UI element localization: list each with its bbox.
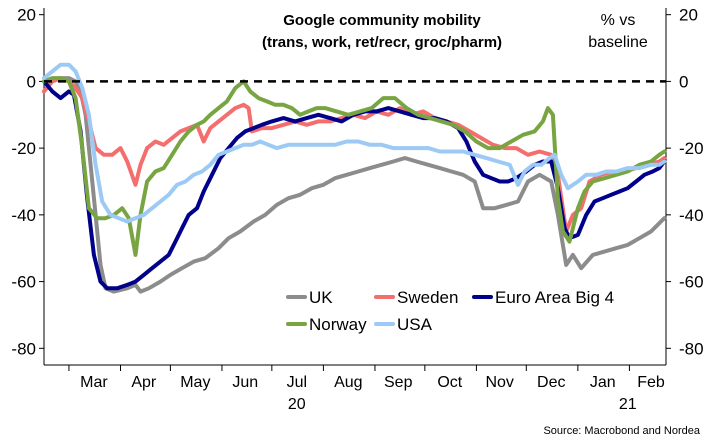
unit-label-line2: baseline: [588, 34, 648, 51]
y-tick-label-right: -60: [679, 273, 704, 292]
axes: 20 20 0 0 -20 -20 -40 -40 -60 -60 -80 -80 Mar Apr May J…: [11, 6, 703, 413]
y-tick-label-left: -40: [11, 206, 36, 225]
chart-title: Google community mobility: [283, 12, 481, 29]
x-month-label: Oct: [437, 374, 462, 391]
legend-label-uk: UK: [309, 288, 333, 307]
x-month-label: Nov: [485, 374, 513, 391]
x-month-label: Jul: [287, 374, 307, 391]
y-tick-label-right: -20: [679, 139, 704, 158]
y-tick-label-right: -40: [679, 206, 704, 225]
x-year-label: 20: [288, 396, 306, 413]
y-tick-label-right: 0: [679, 72, 688, 91]
legend-label-sweden: Sweden: [397, 288, 458, 307]
x-month-label: Mar: [80, 374, 108, 391]
y-tick-label-right: -80: [679, 339, 704, 358]
y-tick-label-right: 20: [679, 6, 698, 25]
x-month-label: Jun: [232, 374, 258, 391]
y-tick-label-left: -80: [11, 339, 36, 358]
legend-label-usa: USA: [397, 315, 433, 334]
y-tick-label-left: -20: [11, 139, 36, 158]
x-month-label: Jan: [590, 374, 616, 391]
x-month-label: Feb: [637, 374, 665, 391]
x-month-label: Apr: [131, 374, 157, 391]
x-month-label: May: [180, 374, 210, 391]
y-tick-label-left: 20: [17, 6, 36, 25]
y-tick-label-left: -60: [11, 273, 36, 292]
series-line-usa: [42, 62, 667, 224]
x-month-label: Dec: [537, 374, 565, 391]
source-note: Source: Macrobond and Nordea: [543, 425, 700, 437]
series-line-norway: [42, 76, 667, 257]
legend-label-euro-area-big-4: Euro Area Big 4: [495, 288, 614, 307]
x-month-label: Aug: [334, 374, 362, 391]
chart-subtitle: (trans, work, ret/recr, groc/pharm): [262, 34, 502, 51]
series-lines: [42, 62, 667, 294]
x-year-label: 21: [619, 396, 637, 413]
y-tick-label-left: 0: [27, 72, 36, 91]
legend: UK Sweden Euro Area Big 4 Norway USA: [286, 288, 614, 334]
legend-label-norway: Norway: [309, 315, 367, 334]
x-month-label: Sep: [384, 374, 413, 391]
unit-label-line1: % vs: [601, 12, 636, 29]
